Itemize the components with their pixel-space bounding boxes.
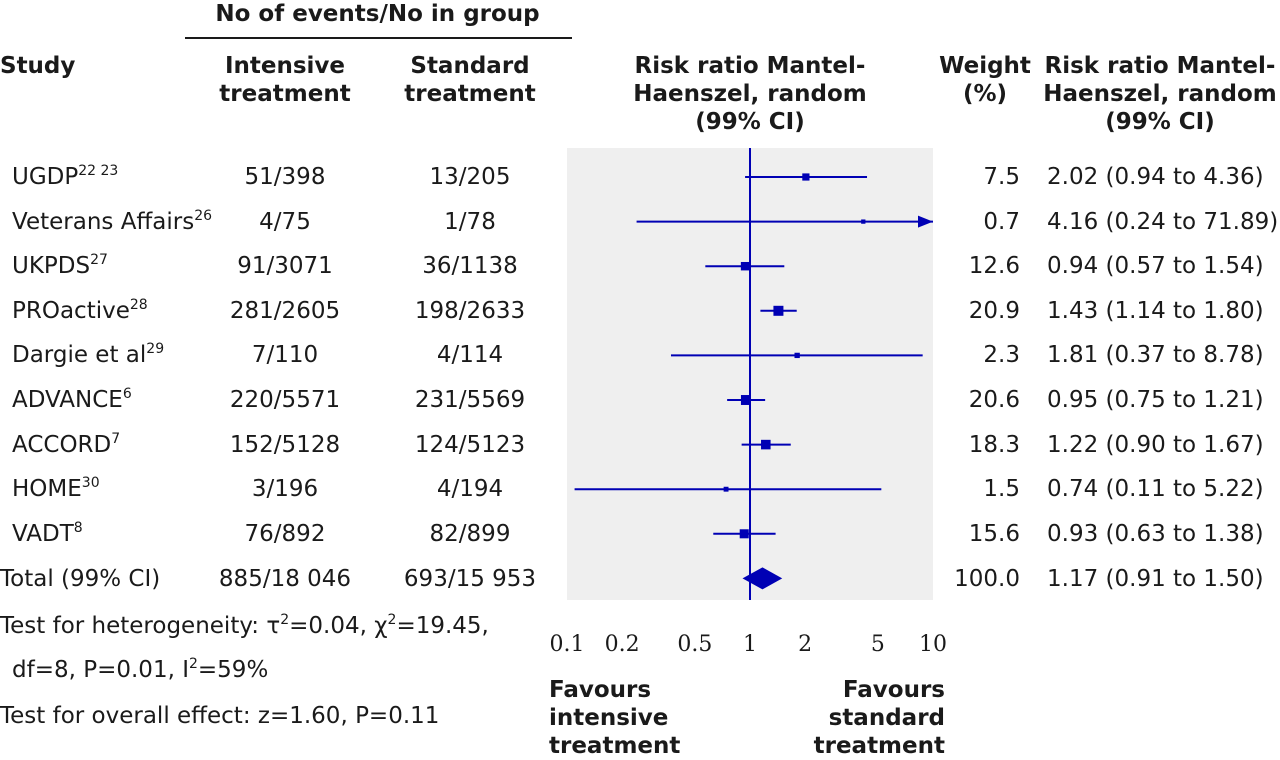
intensive-count: 76/892: [244, 521, 326, 547]
total-standard: 693/15 953: [403, 566, 537, 592]
heterogeneity-test-line2: df=8, P=0.01, I2=59%: [12, 656, 269, 683]
study-name: UGDP22 23: [12, 163, 119, 190]
risk-ratio-text: 0.94 (0.57 to 1.54): [1047, 253, 1264, 279]
risk-ratio-text-header: Risk ratio Mantel- Haenszel, random (99% C…: [1043, 53, 1277, 135]
risk-ratio-text: 0.95 (0.75 to 1.21): [1047, 387, 1264, 413]
standard-header: Standard treatment: [404, 53, 536, 107]
point-estimate: [739, 529, 749, 539]
x-tick-label: 0.1: [550, 632, 585, 657]
pooled-diamond: [742, 567, 783, 590]
x-tick-label: 1: [743, 632, 757, 657]
intensive-count: 91/3071: [237, 253, 333, 279]
total-intensive: 885/18 046: [218, 566, 352, 592]
ci-arrow: [918, 215, 933, 228]
group-rule: [185, 37, 572, 39]
standard-count: 36/1138: [422, 253, 518, 279]
study-name: Dargie et al29: [12, 341, 165, 368]
risk-ratio-text: 0.93 (0.63 to 1.38): [1047, 521, 1264, 547]
study-header: Study: [0, 53, 76, 79]
x-tick-label: 5: [871, 632, 885, 657]
weight-value: 20.9: [968, 298, 1020, 324]
point-estimate: [794, 352, 800, 359]
risk-ratio-text: 1.43 (1.14 to 1.80): [1047, 298, 1264, 324]
total-rr-text: 1.17 (0.91 to 1.50): [1047, 566, 1264, 592]
heterogeneity-test: Test for heterogeneity: τ2=0.04, χ2=19.4…: [0, 612, 489, 639]
standard-count: 1/78: [444, 209, 496, 235]
point-estimate: [723, 486, 729, 492]
study-name: ACCORD7: [12, 431, 121, 458]
x-tick-label: 0.5: [677, 632, 712, 657]
study-name: HOME30: [12, 475, 100, 502]
overall-effect-test: Test for overall effect: z=1.60, P=0.11: [0, 703, 440, 729]
intensive-count: 4/75: [259, 209, 311, 235]
point-estimate: [761, 439, 771, 450]
x-tick-label: 0.2: [605, 632, 640, 657]
standard-count: 4/194: [436, 476, 504, 502]
x-tick-label: 2: [798, 632, 812, 657]
risk-ratio-text: 0.74 (0.11 to 5.22): [1047, 476, 1264, 502]
risk-ratio-text: 2.02 (0.94 to 4.36): [1047, 164, 1264, 190]
weight-value: 20.6: [968, 387, 1020, 413]
standard-count: 4/114: [436, 342, 504, 368]
total-label: Total (99% CI): [0, 566, 161, 592]
study-name: Veterans Affairs26: [12, 208, 213, 235]
intensive-header: Intensive treatment: [219, 53, 351, 107]
intensive-count: 281/2605: [229, 298, 341, 324]
weight-value: 15.6: [968, 521, 1020, 547]
weight-value: 1.5: [983, 476, 1020, 502]
weight-header: Weight (%): [939, 53, 1031, 107]
intensive-count: 51/398: [244, 164, 326, 190]
point-estimate: [773, 305, 784, 316]
intensive-count: 7/110: [251, 342, 319, 368]
study-name: UKPDS27: [12, 252, 108, 279]
study-name: VADT8: [12, 520, 83, 547]
study-name: ADVANCE6: [12, 386, 132, 413]
point-estimate: [740, 395, 751, 405]
favours-intensive-label: Favours intensive treatment: [549, 677, 681, 759]
study-name: PROactive28: [12, 297, 148, 324]
x-tick-label: 10: [919, 632, 947, 657]
risk-ratio-text: 1.81 (0.37 to 8.78): [1047, 342, 1264, 368]
group-title: No of events/No in group: [215, 1, 540, 27]
weight-value: 18.3: [968, 432, 1020, 458]
standard-count: 124/5123: [414, 432, 526, 458]
weight-value: 7.5: [983, 164, 1020, 190]
standard-count: 13/205: [429, 164, 511, 190]
intensive-count: 152/5128: [229, 432, 341, 458]
intensive-count: 3/196: [251, 476, 319, 502]
standard-count: 231/5569: [414, 387, 526, 413]
weight-value: 0.7: [983, 209, 1020, 235]
weight-value: 2.3: [983, 342, 1020, 368]
risk-ratio-text: 4.16 (0.24 to 71.89): [1047, 209, 1279, 235]
point-estimate: [861, 219, 866, 224]
standard-count: 198/2633: [414, 298, 526, 324]
risk-ratio-header: Risk ratio Mantel- Haenszel, random (99% C…: [633, 53, 867, 135]
weight-value: 12.6: [968, 253, 1020, 279]
standard-count: 82/899: [429, 521, 511, 547]
intensive-count: 220/5571: [229, 387, 341, 413]
risk-ratio-text: 1.22 (0.90 to 1.67): [1047, 432, 1264, 458]
point-estimate: [740, 261, 750, 271]
total-weight: 100.0: [954, 566, 1020, 592]
point-estimate: [802, 173, 810, 181]
